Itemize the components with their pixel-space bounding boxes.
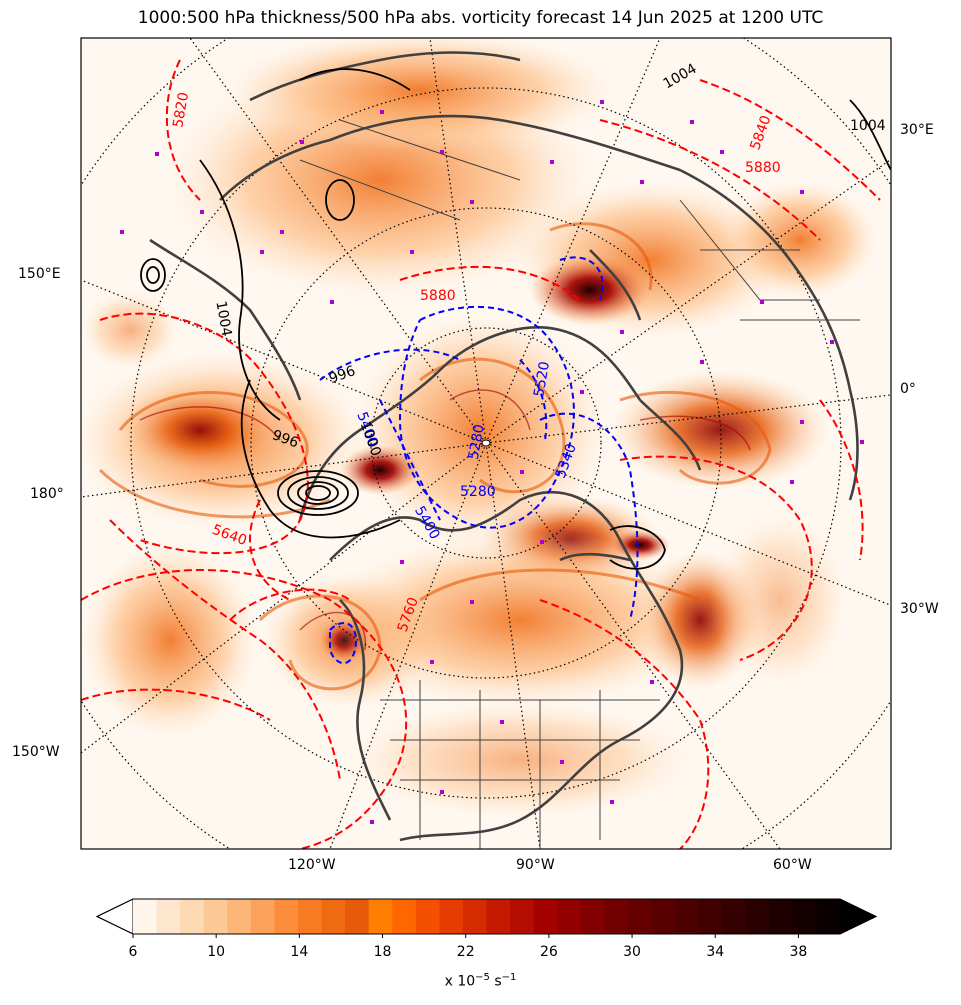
colorbar-unit-tail: s: [489, 973, 502, 990]
map-frame: [80, 37, 892, 850]
colorbar: [95, 898, 878, 938]
colorbar-extend-min: [95, 898, 134, 935]
graticule: [81, 38, 891, 849]
lon-label-right: 0°: [900, 381, 916, 397]
colorbar-bin: [745, 899, 770, 934]
colorbar-tick-label: 34: [706, 944, 725, 960]
coastlines: [149, 51, 859, 842]
colorbar-bin: [675, 899, 700, 934]
lon-label-right: 30°W: [900, 601, 939, 617]
colorbar-tick-label: 18: [373, 944, 392, 960]
colorbar-label: x 10−5 s−1: [0, 972, 961, 990]
colorbar-bin: [604, 899, 629, 934]
colorbar-unit-exp: −5: [475, 972, 490, 983]
colorbar-tick-label: 10: [207, 944, 226, 960]
contour-label-red: 5880: [745, 160, 781, 176]
colorbar-bin: [203, 899, 228, 934]
lon-label-bottom: 90°W: [516, 857, 555, 873]
colorbar-tick-label: 38: [789, 944, 808, 960]
map-title: 1000:500 hPa thickness/500 hPa abs. vort…: [137, 8, 824, 28]
colorbar-unit-exp2: −1: [501, 972, 517, 983]
lon-label-left: 180°: [30, 486, 64, 502]
colorbar-tick-label: 6: [128, 944, 138, 960]
lon-label-bottom: 120°W: [288, 857, 336, 873]
colorbar-tick-label: 26: [539, 944, 558, 960]
colorbar-bin: [392, 899, 417, 934]
colorbar-bin: [133, 899, 158, 934]
colorbar-bin: [698, 899, 723, 934]
colorbar-bin: [580, 899, 605, 934]
lon-label-right: 30°E: [900, 122, 934, 138]
contour-label-red: 5820: [170, 91, 192, 129]
thickness-cold-contours: [319, 256, 639, 665]
colorbar-bin: [816, 899, 841, 934]
colorbar-bin: [557, 899, 582, 934]
colorbar-bin: [250, 899, 275, 934]
colorbar-bin: [722, 899, 747, 934]
colorbar-bin: [297, 899, 323, 934]
colorbar-bin: [439, 899, 464, 934]
colorbar-bin: [227, 899, 252, 934]
colorbar-bin: [368, 899, 393, 934]
colorbar-bin: [533, 899, 558, 934]
colorbar-bin: [345, 899, 370, 934]
colorbar-tick-label: 14: [290, 944, 309, 960]
borders: [299, 119, 860, 849]
lon-label-bottom: 60°W: [773, 857, 812, 873]
contour-label-blue: 5520: [531, 360, 553, 398]
colorbar-bin: [510, 899, 535, 934]
colorbar-bin: [321, 899, 346, 934]
lon-label-left: 150°E: [18, 266, 61, 282]
contour-label-black: 1004: [850, 118, 886, 134]
colorbar-bin: [462, 899, 487, 934]
colorbar-tick-label: 22: [456, 944, 475, 960]
colorbar-bin: [486, 899, 511, 934]
colorbar-unit-base: x 10: [444, 973, 476, 990]
lon-label-left: 150°W: [12, 744, 60, 760]
thickness-warm-contours: [81, 59, 881, 849]
colorbar-bin: [627, 899, 652, 934]
data-markers: [120, 100, 864, 824]
contour-label-blue: 5280: [460, 484, 496, 500]
colorbar-bin: [180, 899, 205, 934]
colorbar-bin: [792, 899, 817, 934]
colorbar-bin: [651, 899, 676, 934]
colorbar-tick-label: 30: [623, 944, 641, 960]
colorbar-bin: [274, 899, 299, 934]
colorbar-bin: [156, 899, 181, 934]
contour-label-black: 1004: [212, 300, 234, 338]
colorbar-extend-max: [839, 898, 878, 935]
vorticity-field: [81, 38, 891, 849]
colorbar-bin: [769, 899, 794, 934]
pressure-contours: [140, 68, 891, 570]
contour-label-blue: 5280: [466, 423, 488, 461]
colorbar-bin: [415, 899, 440, 934]
contour-label-red: 5880: [420, 288, 456, 304]
